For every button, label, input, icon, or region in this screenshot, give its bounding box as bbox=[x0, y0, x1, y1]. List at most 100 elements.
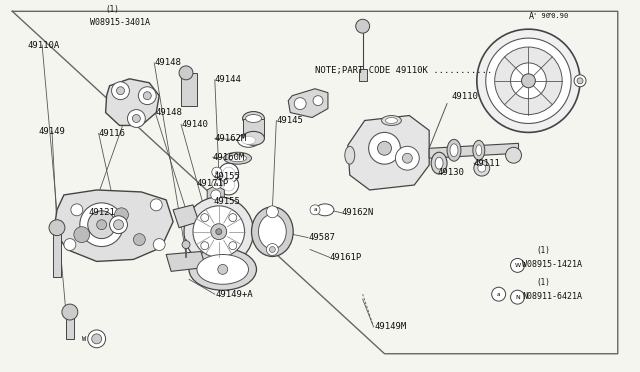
Text: ^0.90: ^0.90 bbox=[547, 13, 568, 19]
Text: a: a bbox=[497, 292, 500, 297]
Text: 49116: 49116 bbox=[99, 129, 125, 138]
Circle shape bbox=[97, 220, 107, 230]
Ellipse shape bbox=[447, 140, 461, 161]
Text: 49160M: 49160M bbox=[213, 153, 245, 162]
Ellipse shape bbox=[252, 207, 293, 256]
Circle shape bbox=[88, 330, 106, 348]
Text: 49149+A: 49149+A bbox=[216, 290, 253, 299]
Ellipse shape bbox=[243, 112, 264, 125]
Circle shape bbox=[71, 204, 83, 216]
Circle shape bbox=[495, 47, 562, 115]
Polygon shape bbox=[243, 119, 264, 138]
Polygon shape bbox=[288, 89, 328, 118]
Circle shape bbox=[492, 287, 506, 301]
Ellipse shape bbox=[241, 137, 255, 144]
Circle shape bbox=[132, 115, 140, 122]
Ellipse shape bbox=[243, 131, 264, 145]
Text: 49111: 49111 bbox=[474, 159, 500, 168]
Ellipse shape bbox=[224, 152, 252, 164]
Ellipse shape bbox=[189, 248, 257, 290]
Text: 49162N: 49162N bbox=[342, 208, 374, 217]
Text: 49145: 49145 bbox=[276, 116, 303, 125]
Circle shape bbox=[184, 197, 253, 266]
Text: 49162M: 49162M bbox=[215, 134, 247, 143]
Text: N: N bbox=[515, 295, 520, 300]
Circle shape bbox=[80, 203, 124, 247]
Circle shape bbox=[49, 220, 65, 235]
Circle shape bbox=[113, 220, 124, 230]
Circle shape bbox=[115, 208, 129, 222]
Polygon shape bbox=[348, 116, 429, 190]
Circle shape bbox=[474, 160, 490, 176]
Text: 49155: 49155 bbox=[214, 198, 241, 206]
Circle shape bbox=[269, 247, 275, 253]
Text: a: a bbox=[215, 170, 218, 174]
Circle shape bbox=[403, 153, 412, 163]
Text: W: W bbox=[515, 263, 520, 268]
Text: 49149M: 49149M bbox=[374, 323, 407, 331]
Circle shape bbox=[211, 224, 227, 240]
Text: 49161P: 49161P bbox=[330, 253, 362, 262]
Circle shape bbox=[266, 244, 278, 256]
Text: 49130: 49130 bbox=[437, 168, 464, 177]
Text: W08915-3401A: W08915-3401A bbox=[90, 18, 150, 27]
Polygon shape bbox=[54, 190, 173, 262]
Circle shape bbox=[64, 238, 76, 250]
Text: 49144: 49144 bbox=[215, 75, 242, 84]
Circle shape bbox=[577, 78, 583, 84]
Circle shape bbox=[396, 146, 419, 170]
Circle shape bbox=[216, 229, 221, 235]
Text: 49155: 49155 bbox=[214, 171, 241, 180]
Circle shape bbox=[506, 147, 522, 163]
Text: 49110A: 49110A bbox=[28, 41, 60, 49]
Polygon shape bbox=[166, 251, 206, 271]
Text: 49148: 49148 bbox=[154, 58, 181, 67]
Text: 49110: 49110 bbox=[451, 92, 478, 101]
Text: 49140: 49140 bbox=[181, 120, 208, 129]
Circle shape bbox=[109, 216, 127, 234]
Circle shape bbox=[201, 214, 209, 222]
Text: 49149: 49149 bbox=[38, 127, 65, 136]
Circle shape bbox=[150, 199, 162, 211]
Circle shape bbox=[127, 110, 145, 128]
Circle shape bbox=[522, 74, 536, 88]
Circle shape bbox=[511, 290, 524, 304]
Circle shape bbox=[511, 259, 524, 272]
Circle shape bbox=[133, 234, 145, 246]
Circle shape bbox=[143, 92, 151, 100]
Polygon shape bbox=[53, 228, 61, 277]
Polygon shape bbox=[66, 312, 74, 339]
Polygon shape bbox=[358, 69, 367, 81]
Circle shape bbox=[266, 206, 278, 218]
Circle shape bbox=[229, 242, 237, 250]
Text: a: a bbox=[314, 207, 317, 212]
Text: 49121: 49121 bbox=[89, 208, 116, 217]
Text: N08911-6421A: N08911-6421A bbox=[522, 292, 582, 301]
Text: NOTE;PART CODE 49110K ...........: NOTE;PART CODE 49110K ........... bbox=[315, 66, 492, 76]
Ellipse shape bbox=[345, 146, 355, 164]
Ellipse shape bbox=[435, 157, 443, 169]
Text: W: W bbox=[82, 336, 86, 342]
Ellipse shape bbox=[259, 214, 286, 249]
Polygon shape bbox=[106, 79, 159, 125]
Circle shape bbox=[477, 29, 580, 132]
Circle shape bbox=[74, 227, 90, 243]
Ellipse shape bbox=[246, 115, 262, 122]
Ellipse shape bbox=[473, 140, 484, 160]
Text: (1): (1) bbox=[106, 5, 120, 14]
Ellipse shape bbox=[228, 155, 246, 162]
Polygon shape bbox=[429, 143, 518, 158]
Circle shape bbox=[193, 206, 244, 257]
Text: 49171P: 49171P bbox=[197, 179, 229, 187]
Circle shape bbox=[310, 205, 320, 215]
Ellipse shape bbox=[431, 152, 447, 174]
Circle shape bbox=[369, 132, 401, 164]
Circle shape bbox=[182, 241, 190, 248]
Circle shape bbox=[111, 82, 129, 100]
Circle shape bbox=[92, 334, 102, 344]
Ellipse shape bbox=[450, 144, 458, 157]
Circle shape bbox=[212, 167, 221, 177]
Circle shape bbox=[223, 167, 235, 179]
Circle shape bbox=[486, 38, 571, 124]
Text: (1): (1) bbox=[536, 278, 550, 287]
